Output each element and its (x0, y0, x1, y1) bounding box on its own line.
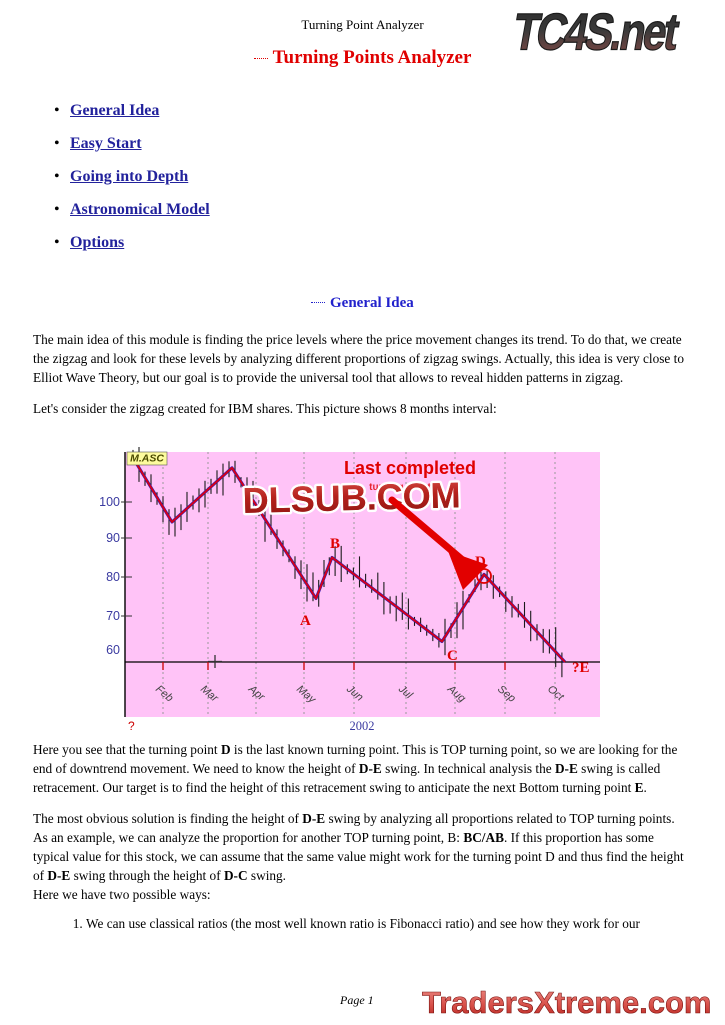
svg-text:Sep: Sep (495, 683, 518, 705)
svg-text:60: 60 (106, 643, 120, 657)
svg-text:Jun: Jun (343, 682, 365, 703)
svg-text:Aug: Aug (444, 682, 468, 705)
svg-text:?E: ?E (572, 660, 590, 676)
svg-text:turning point: turning point (369, 482, 431, 493)
svg-text:B: B (330, 536, 340, 552)
svg-text:Mar: Mar (198, 683, 221, 705)
svg-text:Last completed: Last completed (344, 458, 476, 478)
svg-text:TradersXtreme.com: TradersXtreme.com (422, 985, 711, 1020)
svg-text:Feb: Feb (153, 683, 175, 704)
svg-text:90: 90 (106, 531, 120, 545)
svg-text:D: D (475, 554, 486, 570)
svg-text:May: May (294, 683, 319, 707)
svg-text:C: C (447, 648, 458, 664)
svg-text:Jul: Jul (395, 682, 415, 701)
svg-text:70: 70 (106, 609, 120, 623)
svg-text:Apr: Apr (245, 682, 268, 704)
svg-text:100: 100 (99, 495, 120, 509)
svg-text:DLSUB.COM: DLSUB.COM (242, 474, 461, 521)
svg-text:DLSUB.COM: DLSUB.COM (242, 474, 461, 521)
svg-text:?: ? (128, 719, 135, 733)
svg-text:A: A (300, 613, 311, 629)
svg-text:Oct: Oct (545, 683, 567, 704)
svg-text:80: 80 (106, 570, 120, 584)
svg-text:M.ASC: M.ASC (130, 453, 164, 465)
svg-text:2002: 2002 (350, 719, 375, 733)
